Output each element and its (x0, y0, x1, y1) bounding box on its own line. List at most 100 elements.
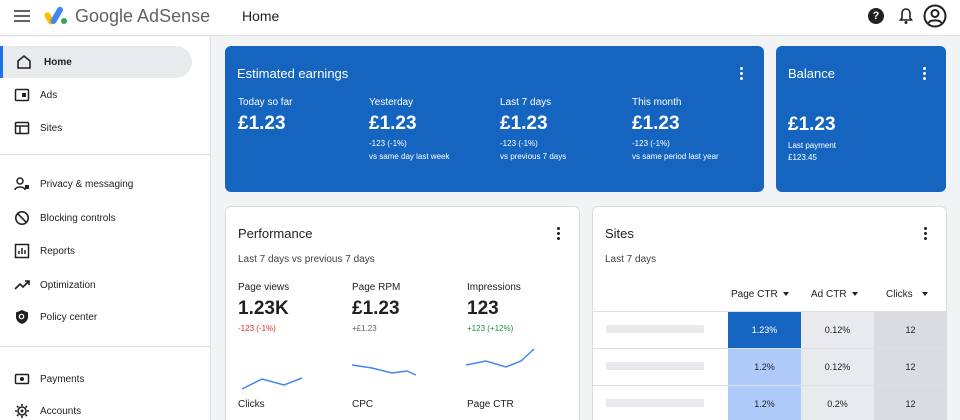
column-header-ad-ctr[interactable]: Ad CTR (811, 289, 858, 300)
estimated-earnings-card[interactable]: Estimated earnings Today so far £1.23 Ye… (225, 46, 764, 192)
clicks-cell: 12 (874, 349, 946, 385)
ads-icon (14, 88, 30, 102)
metric-page-views[interactable]: Page views 1.23K -123 (-1%) (238, 282, 348, 333)
metric-change: +£1.23 (352, 324, 377, 333)
ad-ctr-cell: 0.2% (801, 386, 874, 420)
sidebar-item-accounts[interactable]: Accounts (0, 395, 192, 420)
column-label: Clicks (886, 289, 913, 300)
table-divider (593, 348, 946, 349)
sidebar-item-ads[interactable]: Ads (0, 79, 192, 111)
site-name-placeholder (606, 325, 704, 333)
earnings-value: £1.23 (369, 113, 417, 134)
impressions-sparkline (466, 348, 535, 368)
top-app-bar: Google AdSense Home ? (0, 0, 960, 36)
clicks-cell: 12 (874, 386, 946, 420)
sidebar-item-sites[interactable]: Sites (0, 112, 192, 144)
sidebar-item-privacy[interactable]: Privacy & messaging (0, 168, 192, 200)
performance-title: Performance (238, 226, 313, 241)
metric-label: Page views (238, 282, 290, 293)
sidebar-nav: Home Ads Sites Privacy & messaging Block… (0, 37, 211, 420)
sites-icon (14, 121, 30, 135)
help-icon[interactable]: ? (868, 8, 884, 24)
metric-clicks-label[interactable]: Clicks (238, 399, 265, 410)
table-divider (593, 385, 946, 386)
column-header-clicks[interactable]: Clicks (886, 289, 928, 300)
block-icon (15, 211, 29, 225)
sidebar-item-label: Policy center (40, 311, 98, 323)
sidebar-item-optimization[interactable]: Optimization (0, 269, 192, 301)
sidebar-item-label: Reports (40, 245, 76, 257)
metric-impressions[interactable]: Impressions 123 +123 (+12%) (467, 282, 577, 333)
ad-ctr-cell: 0.12% (801, 312, 874, 348)
sidebar-divider (0, 154, 211, 155)
earnings-this-month: This month £1.23 -123 (-1%) vs same peri… (632, 97, 760, 161)
sort-arrow-icon (921, 292, 928, 297)
earnings-label: This month (632, 97, 682, 108)
sidebar-item-payments[interactable]: Payments (0, 363, 192, 395)
earnings-yesterday: Yesterday £1.23 -123 (-1%) vs same day l… (369, 97, 497, 161)
metric-change: -123 (-1%) (238, 324, 276, 333)
more-options-icon[interactable] (557, 227, 561, 241)
earnings-value: £1.23 (500, 113, 548, 134)
sidebar-item-label: Blocking controls (40, 212, 116, 224)
metric-page-rpm[interactable]: Page RPM £1.23 +£1.23 (352, 282, 462, 333)
metric-change: +123 (+12%) (467, 324, 514, 333)
site-name-placeholder (606, 362, 704, 370)
performance-card: Performance Last 7 days vs previous 7 da… (225, 206, 580, 420)
earnings-today: Today so far £1.23 (238, 97, 366, 135)
balance-card[interactable]: Balance £1.23 Last payment £123.45 (776, 46, 946, 192)
sidebar-item-label: Sites (40, 122, 63, 134)
sidebar-item-home[interactable]: Home (0, 46, 192, 78)
earnings-value: £1.23 (632, 113, 680, 134)
earnings-last-7-days: Last 7 days £1.23 -123 (-1%) vs previous… (500, 97, 628, 161)
accounts-icon (15, 404, 29, 418)
menu-icon[interactable] (14, 10, 30, 24)
payments-icon (14, 373, 30, 385)
column-label: Ad CTR (811, 289, 847, 300)
sort-arrow-icon (851, 292, 858, 297)
earnings-compare: vs same period last year (632, 152, 719, 161)
page-views-sparkline (241, 377, 303, 390)
sidebar-item-policy[interactable]: Policy center (0, 301, 192, 333)
performance-subtitle: Last 7 days vs previous 7 days (238, 254, 375, 265)
clicks-cell: 12 (874, 312, 946, 348)
reports-icon (14, 243, 30, 259)
privacy-icon (14, 177, 29, 191)
earnings-compare: vs previous 7 days (500, 152, 567, 161)
sidebar-item-label: Accounts (40, 405, 82, 417)
page-rpm-sparkline (352, 364, 417, 376)
sidebar-item-label: Ads (40, 89, 58, 101)
earnings-compare: vs same day last week (369, 152, 450, 161)
sites-subtitle: Last 7 days (605, 254, 657, 265)
sidebar-item-reports[interactable]: Reports (0, 235, 192, 267)
earnings-title: Estimated earnings (237, 66, 349, 81)
column-header-page-ctr[interactable]: Page CTR (731, 289, 789, 300)
account-icon[interactable] (923, 4, 947, 28)
more-options-icon[interactable] (924, 227, 928, 241)
page-ctr-cell: 1.2% (728, 349, 801, 385)
table-divider (593, 311, 946, 312)
last-payment-label: Last payment (788, 141, 837, 150)
earnings-label: Yesterday (369, 97, 414, 108)
more-options-icon[interactable] (740, 67, 744, 81)
logo-text: Google AdSense (75, 6, 211, 26)
earnings-change: -123 (-1%) (500, 139, 538, 148)
metric-value: 1.23K (238, 298, 289, 319)
more-options-icon[interactable] (923, 67, 927, 81)
optimization-icon (14, 280, 30, 290)
balance-title: Balance (788, 66, 835, 81)
sidebar-item-label: Home (44, 56, 72, 68)
earnings-change: -123 (-1%) (369, 139, 407, 148)
policy-icon (16, 310, 28, 324)
sites-title: Sites (605, 226, 634, 241)
sidebar-item-label: Privacy & messaging (40, 178, 134, 190)
ad-ctr-cell: 0.12% (801, 349, 874, 385)
sidebar-item-blocking[interactable]: Blocking controls (0, 202, 192, 234)
metric-value: £1.23 (352, 298, 400, 319)
earnings-label: Last 7 days (500, 97, 552, 108)
sidebar-item-label: Payments (40, 373, 85, 385)
metric-page-ctr-label[interactable]: Page CTR (467, 399, 514, 410)
metric-cpc-label[interactable]: CPC (352, 399, 374, 410)
notifications-icon[interactable] (898, 7, 914, 25)
balance-value: £1.23 (788, 114, 836, 135)
